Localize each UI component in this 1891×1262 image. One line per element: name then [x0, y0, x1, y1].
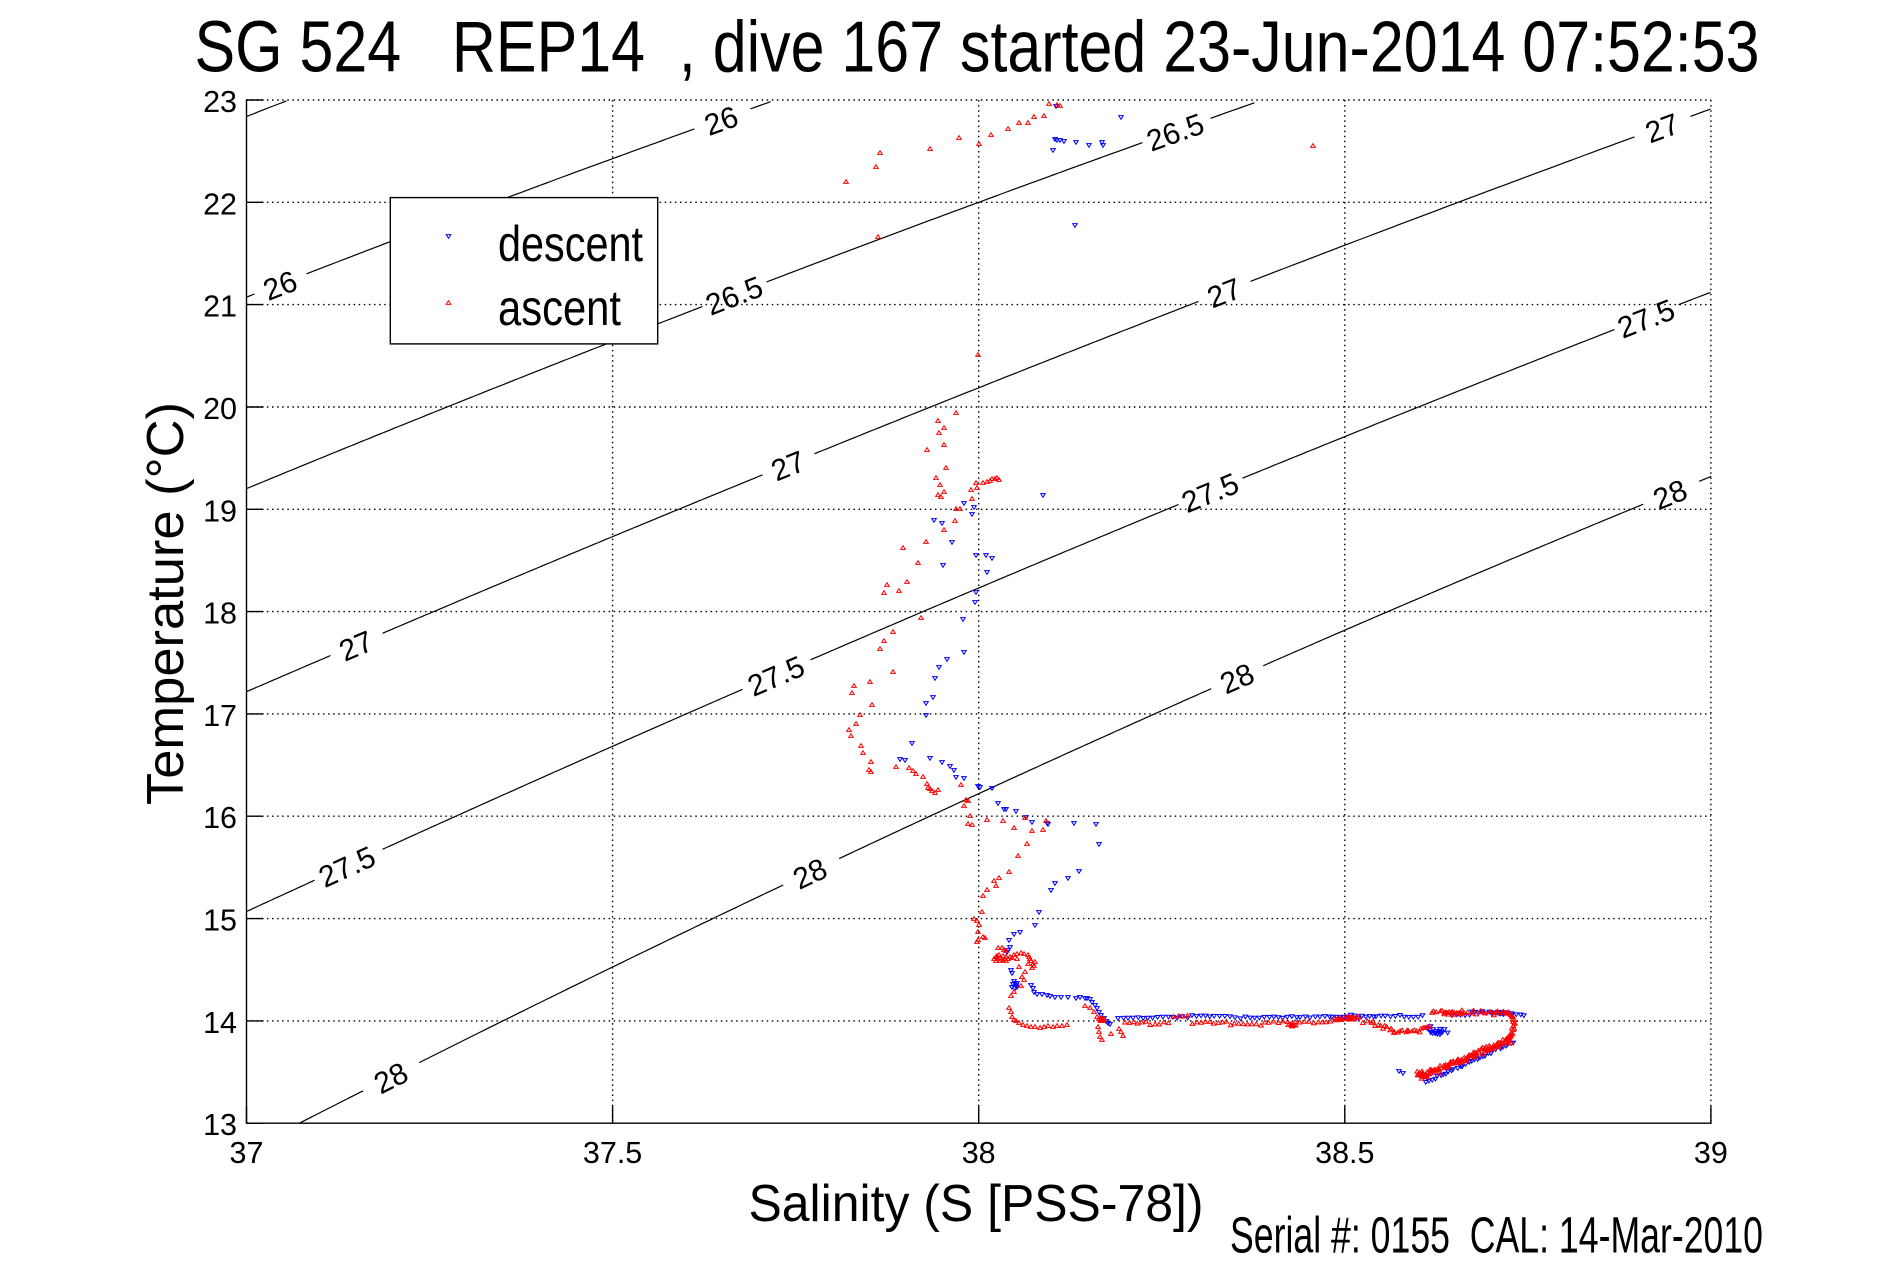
svg-text:14: 14	[203, 1006, 237, 1040]
svg-text:20: 20	[203, 392, 237, 426]
svg-text:Temperature (°C): Temperature (°C)	[137, 402, 195, 805]
svg-text:ascent: ascent	[498, 280, 621, 336]
svg-text:23: 23	[203, 85, 237, 119]
svg-text:descent: descent	[498, 216, 643, 272]
svg-text:39: 39	[1694, 1136, 1728, 1170]
svg-text:37.5: 37.5	[583, 1136, 642, 1170]
svg-text:SG 524 REP14 , dive 167 sta: SG 524 REP14 , dive 167 started 23-Jun-2…	[195, 8, 1760, 88]
svg-text:19: 19	[203, 494, 237, 528]
svg-text:13: 13	[203, 1108, 237, 1142]
svg-text:38: 38	[962, 1136, 996, 1170]
svg-text:37: 37	[230, 1136, 264, 1170]
svg-text:17: 17	[203, 699, 237, 733]
svg-text:38.5: 38.5	[1315, 1136, 1374, 1170]
svg-text:16: 16	[203, 801, 237, 835]
svg-text:Salinity (S [PSS-78]): Salinity (S [PSS-78])	[749, 1175, 1204, 1233]
svg-text:Serial #: 0155 CAL: 14-Mar-20: Serial #: 0155 CAL: 14-Mar-2010	[1230, 1207, 1763, 1262]
svg-text:22: 22	[203, 187, 237, 221]
svg-text:21: 21	[203, 290, 237, 324]
svg-text:18: 18	[203, 597, 237, 631]
svg-text:15: 15	[203, 904, 237, 938]
